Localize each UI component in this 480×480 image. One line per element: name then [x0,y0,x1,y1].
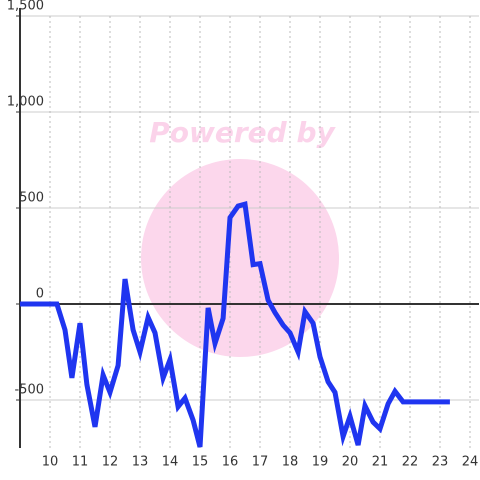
y-tick-label: 1,000 [7,95,44,110]
x-tick-label: 15 [192,455,209,470]
x-tick-label: 18 [282,455,299,470]
x-tick-label: 16 [222,455,239,470]
y-tick-label: 0 [36,287,44,302]
x-tick-label: 11 [72,455,89,470]
x-tick-label: 23 [432,455,449,470]
x-tick-label: 21 [372,455,389,470]
x-tick-label: 10 [42,455,59,470]
y-tick-label: -500 [14,383,44,398]
watermark: Powered by [149,116,336,149]
x-tick-label: 22 [402,455,419,470]
data-line [20,200,450,448]
watermark-logo [141,159,339,357]
x-tick-label: 14 [162,455,179,470]
y-tick-label: 1,500 [7,0,44,14]
x-tick-label: 17 [252,455,269,470]
x-tick-label: 20 [342,455,359,470]
x-tick-label: 12 [102,455,119,470]
x-tick-label: 13 [132,455,149,470]
x-tick-label: 24 [462,455,479,470]
y-tick-label: 500 [19,191,44,206]
x-tick-label: 19 [312,455,329,470]
